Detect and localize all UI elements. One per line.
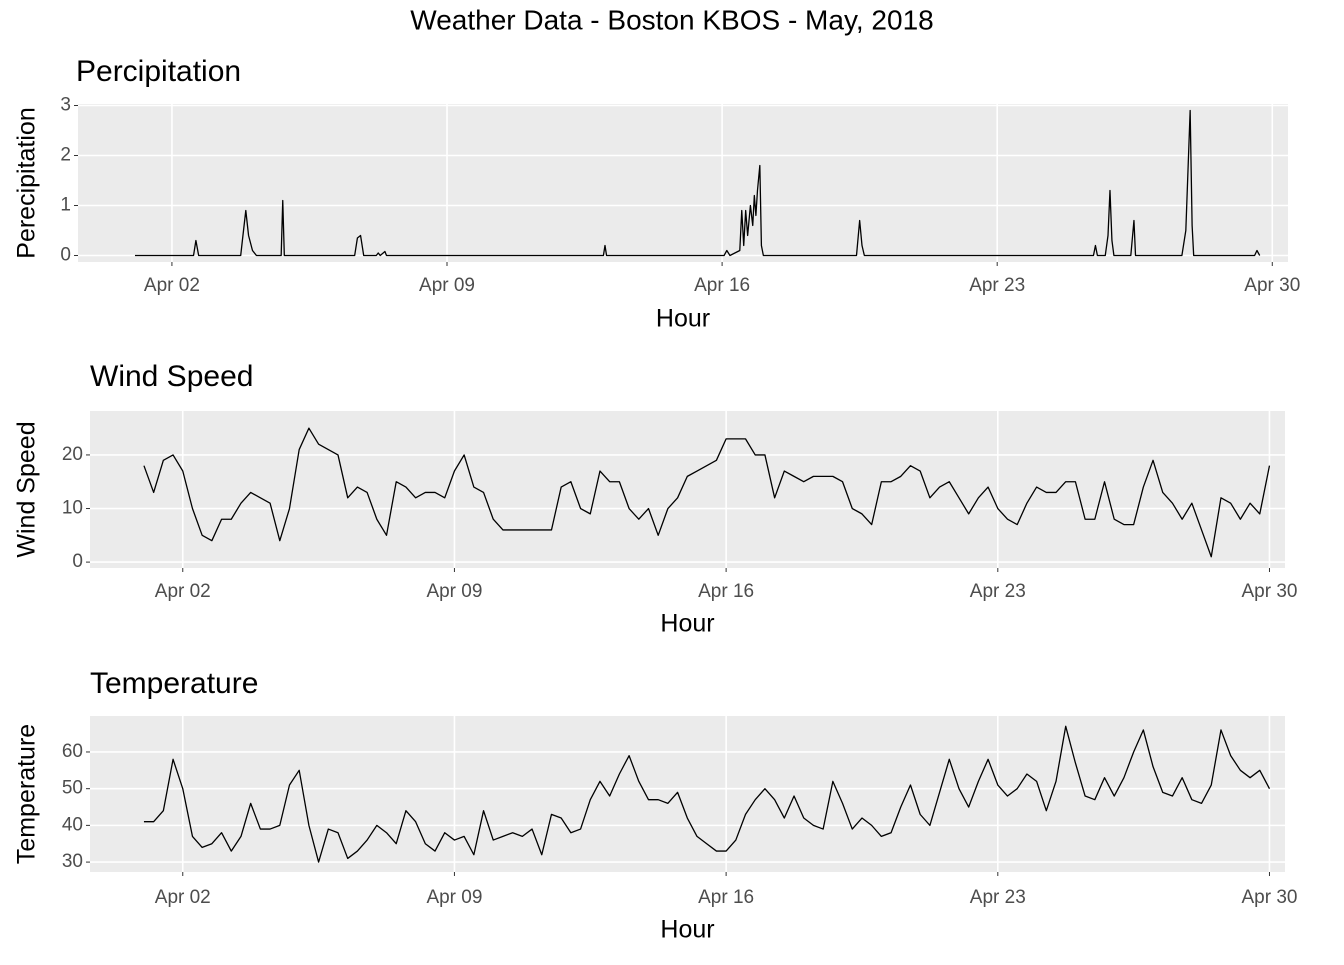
x-axis-title: Hour (660, 610, 714, 638)
x-tick-label: Apr 30 (1244, 275, 1300, 296)
x-tick-label: Apr 23 (970, 581, 1026, 602)
y-tick-label: 3 (60, 95, 71, 116)
panel-background (90, 411, 1285, 568)
x-tick-label: Apr 02 (144, 275, 200, 296)
y-tick-label: 30 (62, 851, 83, 872)
y-tick-label: 0 (72, 551, 83, 572)
y-axis-title: Wind Speed (13, 421, 41, 557)
x-axis-title: Hour (656, 305, 710, 333)
panel-title: Percipitation (76, 55, 241, 88)
y-tick-label: 20 (62, 444, 83, 465)
data-line (134, 109, 1261, 257)
x-tick-label: Apr 16 (698, 887, 754, 908)
x-tick-label: Apr 30 (1241, 581, 1297, 602)
panel-background (78, 104, 1288, 262)
y-tick-label: 40 (62, 814, 83, 835)
panel-background (90, 716, 1285, 872)
page-title: Weather Data - Boston KBOS - May, 2018 (410, 4, 933, 35)
y-tick-label: 2 (60, 145, 71, 166)
panel-title: Temperature (90, 667, 258, 700)
data-line (143, 427, 1271, 558)
panel-title: Wind Speed (90, 360, 253, 393)
x-tick-label: Apr 23 (970, 887, 1026, 908)
x-tick-label: Apr 16 (694, 275, 750, 296)
y-axis-title: Perecipitation (13, 107, 41, 258)
x-tick-label: Apr 02 (155, 887, 211, 908)
x-tick-label: Apr 30 (1241, 887, 1297, 908)
y-tick-label: 60 (62, 741, 83, 762)
y-tick-label: 10 (62, 498, 83, 519)
y-tick-label: 0 (60, 245, 71, 266)
x-tick-label: Apr 23 (969, 275, 1025, 296)
x-tick-label: Apr 02 (155, 581, 211, 602)
data-line (143, 725, 1271, 863)
y-tick-label: 1 (60, 195, 71, 216)
x-tick-label: Apr 09 (419, 275, 475, 296)
y-tick-label: 50 (62, 778, 83, 799)
x-tick-label: Apr 09 (426, 581, 482, 602)
x-tick-label: Apr 16 (698, 581, 754, 602)
y-axis-title: Temperature (13, 724, 41, 864)
x-axis-title: Hour (660, 916, 714, 944)
x-tick-label: Apr 09 (426, 887, 482, 908)
